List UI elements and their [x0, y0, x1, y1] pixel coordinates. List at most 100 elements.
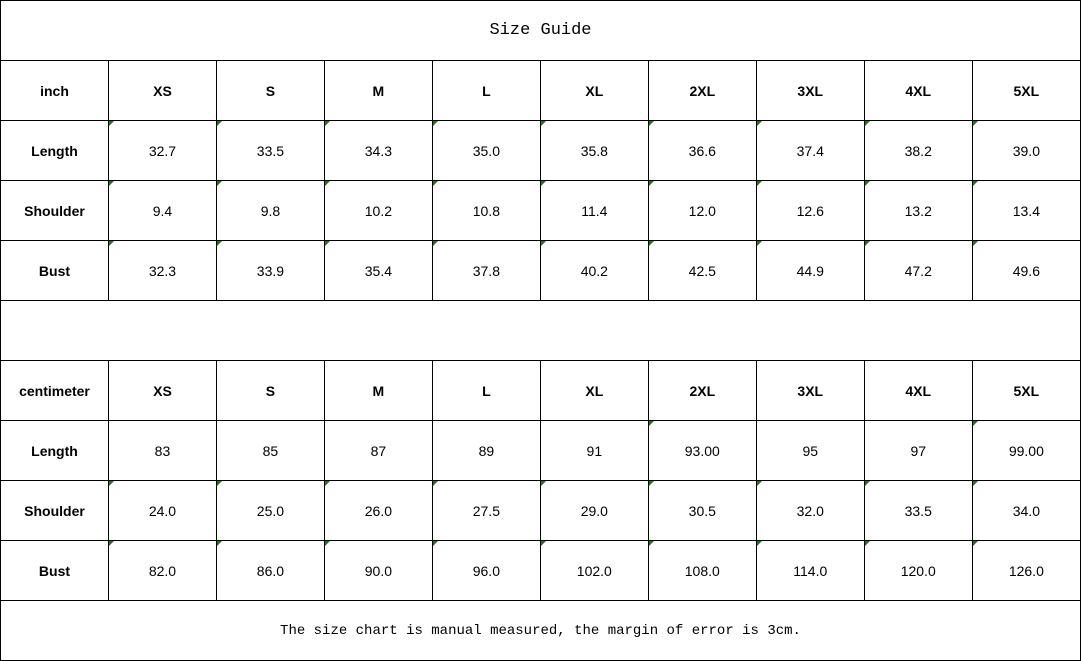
cell-value: 32.7 — [148, 142, 177, 159]
size-header[interactable]: 2XL — [647, 60, 757, 121]
size-header[interactable]: 5XL — [971, 60, 1081, 121]
measurement-note[interactable]: The size chart is manual measured, the m… — [0, 600, 1081, 661]
measurement-cell[interactable]: 13.4 — [971, 180, 1081, 241]
measurement-cell[interactable]: 120.0 — [863, 540, 973, 601]
measurement-cell[interactable]: 99.00 — [971, 420, 1081, 481]
size-header[interactable]: XS — [107, 60, 217, 121]
measurement-cell[interactable]: 96.0 — [431, 540, 541, 601]
cell-value: 10.8 — [472, 202, 500, 219]
cell-value: 108.0 — [684, 562, 720, 579]
measurement-cell[interactable]: 9.4 — [107, 180, 217, 241]
size-header[interactable]: 3XL — [755, 60, 865, 121]
measurement-cell[interactable]: 126.0 — [971, 540, 1081, 601]
size-header[interactable]: S — [215, 360, 325, 421]
measurement-cell[interactable]: 25.0 — [215, 480, 325, 541]
size-header[interactable]: XL — [539, 60, 649, 121]
cell-value: 13.4 — [1012, 202, 1040, 219]
measurement-cell[interactable]: 108.0 — [647, 540, 757, 601]
measurement-cell[interactable]: 49.6 — [971, 240, 1081, 301]
size-header[interactable]: S — [215, 60, 325, 121]
size-header[interactable]: XS — [107, 360, 217, 421]
measurement-cell[interactable]: 10.8 — [431, 180, 541, 241]
cell-value: 25.0 — [256, 502, 285, 519]
measurement-cell[interactable]: 33.9 — [215, 240, 325, 301]
sheet-title[interactable]: Size Guide — [0, 0, 1081, 61]
measurement-cell[interactable]: 87 — [323, 420, 433, 481]
measurement-cell[interactable]: 24.0 — [107, 480, 217, 541]
measurement-cell[interactable]: 10.2 — [323, 180, 433, 241]
unit-header[interactable]: inch — [0, 60, 109, 121]
size-header[interactable]: XL — [539, 360, 649, 421]
measurement-cell[interactable]: 90.0 — [323, 540, 433, 601]
cell-value: 30.5 — [688, 502, 716, 519]
size-header[interactable]: 4XL — [863, 360, 973, 421]
table-row: Length 83 85 87 89 91 93.00 95 97 99.00 — [0, 420, 1081, 481]
measurement-cell[interactable]: 114.0 — [755, 540, 865, 601]
cell-value: 120.0 — [900, 562, 936, 579]
measurement-cell[interactable]: 89 — [431, 420, 541, 481]
measurement-cell[interactable]: 36.6 — [647, 120, 757, 181]
blank-row[interactable] — [0, 300, 1081, 361]
measurement-cell[interactable]: 83 — [107, 420, 217, 481]
cell-comment-marker-icon — [864, 541, 870, 546]
row-label[interactable]: Shoulder — [0, 480, 109, 541]
measurement-cell[interactable]: 34.0 — [971, 480, 1081, 541]
measurement-cell[interactable]: 44.9 — [755, 240, 865, 301]
measurement-cell[interactable]: 35.8 — [539, 120, 649, 181]
measurement-cell[interactable]: 42.5 — [647, 240, 757, 301]
measurement-cell[interactable]: 37.8 — [431, 240, 541, 301]
measurement-cell[interactable]: 47.2 — [863, 240, 973, 301]
measurement-cell[interactable]: 37.4 — [755, 120, 865, 181]
row-label[interactable]: Length — [0, 120, 109, 181]
row-label[interactable]: Length — [0, 420, 109, 481]
row-label[interactable]: Bust — [0, 540, 109, 601]
cell-comment-marker-icon — [324, 541, 330, 546]
cell-value: 12.0 — [688, 202, 716, 219]
measurement-cell[interactable]: 33.5 — [215, 120, 325, 181]
cell-comment-marker-icon — [648, 181, 654, 186]
measurement-cell[interactable]: 35.4 — [323, 240, 433, 301]
measurement-cell[interactable]: 12.6 — [755, 180, 865, 241]
unit-header[interactable]: centimeter — [0, 360, 109, 421]
cell-comment-marker-icon — [540, 481, 546, 486]
measurement-cell[interactable]: 29.0 — [539, 480, 649, 541]
size-header[interactable]: M — [323, 360, 433, 421]
measurement-cell[interactable]: 26.0 — [323, 480, 433, 541]
measurement-cell[interactable]: 34.3 — [323, 120, 433, 181]
measurement-cell[interactable]: 13.2 — [863, 180, 973, 241]
measurement-cell[interactable]: 86.0 — [215, 540, 325, 601]
table-row: Shoulder 9.4 9.8 10.2 10.8 11.4 12.0 12.6 13.2 13… — [0, 180, 1081, 241]
size-header[interactable]: M — [323, 60, 433, 121]
measurement-cell[interactable]: 102.0 — [539, 540, 649, 601]
measurement-cell[interactable]: 12.0 — [647, 180, 757, 241]
measurement-cell[interactable]: 35.0 — [431, 120, 541, 181]
measurement-cell[interactable]: 32.7 — [107, 120, 217, 181]
measurement-cell[interactable]: 32.3 — [107, 240, 217, 301]
measurement-cell[interactable]: 11.4 — [539, 180, 649, 241]
size-header[interactable]: L — [431, 60, 541, 121]
size-header[interactable]: 2XL — [647, 360, 757, 421]
measurement-cell[interactable]: 33.5 — [863, 480, 973, 541]
measurement-cell[interactable]: 91 — [539, 420, 649, 481]
size-header[interactable]: 4XL — [863, 60, 973, 121]
cell-value: 29.0 — [580, 502, 608, 519]
cell-comment-marker-icon — [432, 241, 438, 246]
measurement-cell[interactable]: 9.8 — [215, 180, 325, 241]
cell-comment-marker-icon — [756, 541, 762, 546]
measurement-cell[interactable]: 93.00 — [647, 420, 757, 481]
measurement-cell[interactable]: 27.5 — [431, 480, 541, 541]
measurement-cell[interactable]: 30.5 — [647, 480, 757, 541]
row-label[interactable]: Shoulder — [0, 180, 109, 241]
measurement-cell[interactable]: 95 — [755, 420, 865, 481]
measurement-cell[interactable]: 40.2 — [539, 240, 649, 301]
measurement-cell[interactable]: 39.0 — [971, 120, 1081, 181]
size-header[interactable]: 5XL — [971, 360, 1081, 421]
measurement-cell[interactable]: 85 — [215, 420, 325, 481]
size-header[interactable]: L — [431, 360, 541, 421]
measurement-cell[interactable]: 97 — [863, 420, 973, 481]
row-label[interactable]: Bust — [0, 240, 109, 301]
measurement-cell[interactable]: 32.0 — [755, 480, 865, 541]
measurement-cell[interactable]: 38.2 — [863, 120, 973, 181]
size-header[interactable]: 3XL — [755, 360, 865, 421]
measurement-cell[interactable]: 82.0 — [107, 540, 217, 601]
